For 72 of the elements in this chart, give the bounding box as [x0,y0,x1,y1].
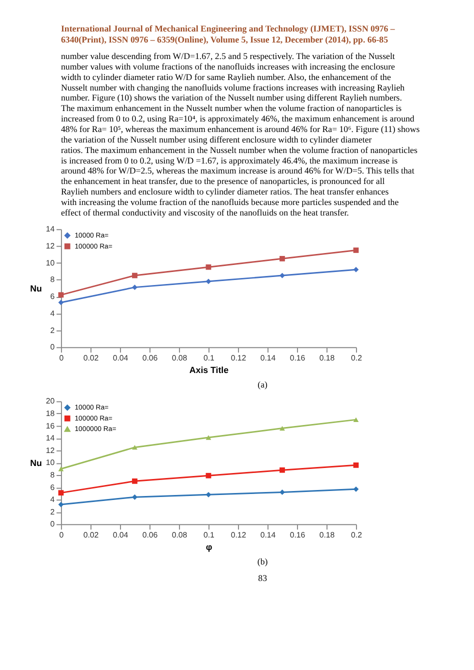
x-tick-label: 0.06 [142,530,158,540]
y-tick-label: 12 [46,446,55,455]
x-tick-label: 0.08 [172,353,188,362]
point [353,248,359,253]
point [132,445,138,450]
y-tick-label: 10 [46,458,56,468]
y-tick-label: 14 [46,224,56,234]
y-tick-label: 16 [46,421,56,430]
point [280,467,285,473]
y-tick-label: 2 [50,507,55,516]
y-tick-label: 14 [46,434,56,443]
x-tick-label: 0.1 [204,353,214,362]
y-tick-label: 12 [46,241,55,250]
text: (b) [257,556,268,566]
point [132,478,138,484]
point [206,472,212,478]
x-tick-label: 0.2 [351,530,362,540]
point [206,264,212,270]
point [280,256,285,262]
y-tick-label: 2 [50,326,55,335]
text: International Journal of Mechanical Engineering and Technology (IJMET), ISSN 0976 – 6340(Print), ISSN 0976 – 6359(Online), Volume 5, Issue 12, December (2014), pp. 66-85 [60,23,396,44]
point [132,284,138,290]
x-tick-label: 0.14 [260,530,276,540]
point [353,462,359,468]
x-tick-label: 0.14 [260,353,276,362]
x-tick-label: 0.08 [172,530,188,540]
x-tick-label: 0.04 [112,530,129,540]
x-tick-label: 0.04 [112,353,129,362]
point [280,490,285,495]
point [353,417,359,422]
x-tick-label: 0.02 [83,353,99,362]
point [58,466,64,472]
point [58,292,64,298]
x-axis-title: Axis Title [189,365,229,376]
point [58,490,64,496]
y-axis-title: Nu [30,284,42,294]
point [132,272,138,278]
x-tick-label: 0.06 [142,353,158,362]
y-axis-title: Nu [30,458,42,468]
point [58,502,64,508]
y-tick-label: 4 [50,308,56,318]
point [206,435,212,440]
x-tick-label: 0.18 [319,530,336,540]
text: (a) [258,379,268,390]
point [58,300,64,306]
x-tick-label: 0.16 [290,353,306,362]
x-tick-label: 0.2 [351,353,362,362]
x-tick-label: 0.12 [230,530,246,540]
x-tick-label: 0.18 [319,353,336,362]
x-tick-label: 0 [59,353,64,362]
y-tick-label: 10 [46,258,56,268]
y-tick-label: 0 [50,342,56,352]
point [132,494,138,500]
x-axis-title: φ [206,542,212,552]
point [280,426,285,431]
x-tick-label: 0.02 [83,530,99,540]
x-tick-label: 0.1 [204,530,214,540]
x-tick-label: 0.16 [290,530,306,540]
y-tick-label: 8 [50,470,56,480]
y-tick-label: 4 [50,495,56,504]
y-tick-label: 6 [50,482,56,492]
y-tick-label: 20 [46,396,56,406]
x-tick-label: 0 [59,530,64,540]
x-tick-label: 0.12 [230,353,246,362]
point [353,266,359,272]
point [206,278,212,284]
text: 83 [258,573,268,584]
y-tick-label: 0 [50,520,56,529]
y-tick-label: 6 [50,292,56,302]
y-tick-label: 18 [46,409,56,418]
y-tick-label: 8 [50,275,56,284]
text: number value descending from W/D=1.67, 2.5 and 5 respectively. The variation of the Nusselt number values with volume fractions of the nanofluids increases with increasing the enclosure width to cylinder diameter ratio W/D for same Raylieh number. Also, the enhancement of the Nusselt number with changing the nanofluids volume fractions increases with increasing Raylieh number. Figure (10) shows the variation of the Nusselt number using different Raylieh numbers. The maximum enhancement in the Nusselt number when the volume fraction of nanoparticles is increased from 0 to 0.2, using Ra=10⁴, is approximately 46%, the maximum enhancement is around 48% for Ra= 10⁵, whereas the maximum enhancement is around 46% for Ra= 10⁶. Figure (11) shows the variation of the Nusselt number using different enclosure width to cylinder diameter ratios. The maximum enhancement in the Nusselt number when the volume fraction of nanoparticles is increased from 0 to 0.2, using W/D =1.67, is approximately 46.4%, the maximum increase is around 48% for W/D=2.5, whereas the maximum increase is around 46% for W/D=5. This tells that the enhancement in heat transfer, due to the presence of nanoparticles, is pronounced for all Raylieh numbers and enclosure width to cylinder diameter ratios. The heat transfer enhances with increasing the volume fraction of the nanofluids because more particles suspended and the effect of thermal conductivity and viscosity of the nanofluids on the heat transfer. [60,51,420,218]
